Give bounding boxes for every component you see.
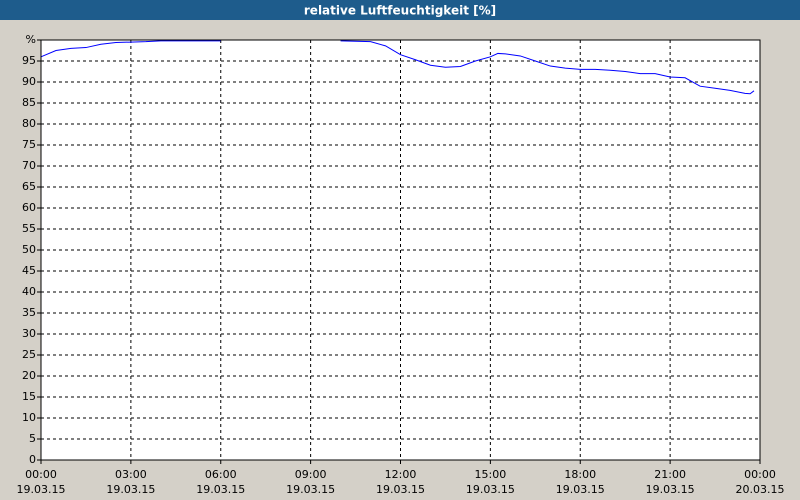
- y-tick-label: 60: [22, 201, 36, 214]
- y-tick-label: 20: [22, 369, 36, 382]
- y-tick-label: 75: [22, 138, 36, 151]
- y-tick-label: %: [26, 33, 36, 46]
- y-tick-label: 55: [22, 222, 36, 235]
- y-tick-label: 45: [22, 264, 36, 277]
- x-tick-date: 19.03.15: [286, 483, 335, 496]
- y-tick-label: 5: [29, 432, 36, 445]
- x-tick-label: 06:00: [205, 468, 237, 481]
- x-tick-label: 15:00: [475, 468, 507, 481]
- x-tick-label: 03:00: [115, 468, 147, 481]
- plot-border: [40, 39, 761, 461]
- y-tick-label: 90: [22, 75, 36, 88]
- x-tick-label: 00:00: [744, 468, 776, 481]
- y-tick-label: 30: [22, 327, 36, 340]
- x-tick-label: 12:00: [385, 468, 417, 481]
- x-tick-date: 19.03.15: [556, 483, 605, 496]
- x-tick-date: 19.03.15: [196, 483, 245, 496]
- x-tick-date: 19.03.15: [376, 483, 425, 496]
- x-tick-label: 21:00: [654, 468, 686, 481]
- title-bar: [0, 0, 800, 20]
- y-tick-label: 70: [22, 159, 36, 172]
- y-tick-label: 25: [22, 348, 36, 361]
- y-tick-label: 85: [22, 96, 36, 109]
- y-tick-label: 50: [22, 243, 36, 256]
- x-tick-label: 09:00: [295, 468, 327, 481]
- x-tick-date: 19.03.15: [106, 483, 155, 496]
- line-series: [40, 40, 755, 95]
- y-tick-label: 95: [22, 54, 36, 67]
- x-tick-date: 19.03.15: [646, 483, 695, 496]
- x-tick-date: 19.03.15: [17, 483, 66, 496]
- x-tick-date: 19.03.15: [466, 483, 515, 496]
- y-tick-label: 10: [22, 411, 36, 424]
- chart-title: relative Luftfeuchtigkeit [%]: [304, 4, 496, 18]
- x-tick-label: 00:00: [25, 468, 57, 481]
- y-tick-label: 35: [22, 306, 36, 319]
- x-tick-date: 20.03.15: [736, 483, 785, 496]
- y-tick-label: 65: [22, 180, 36, 193]
- y-tick-label: 0: [29, 453, 36, 466]
- x-tick-label: 18:00: [564, 468, 596, 481]
- y-tick-label: 80: [22, 117, 36, 130]
- y-tick-label: 15: [22, 390, 36, 403]
- y-tick-label: 40: [22, 285, 36, 298]
